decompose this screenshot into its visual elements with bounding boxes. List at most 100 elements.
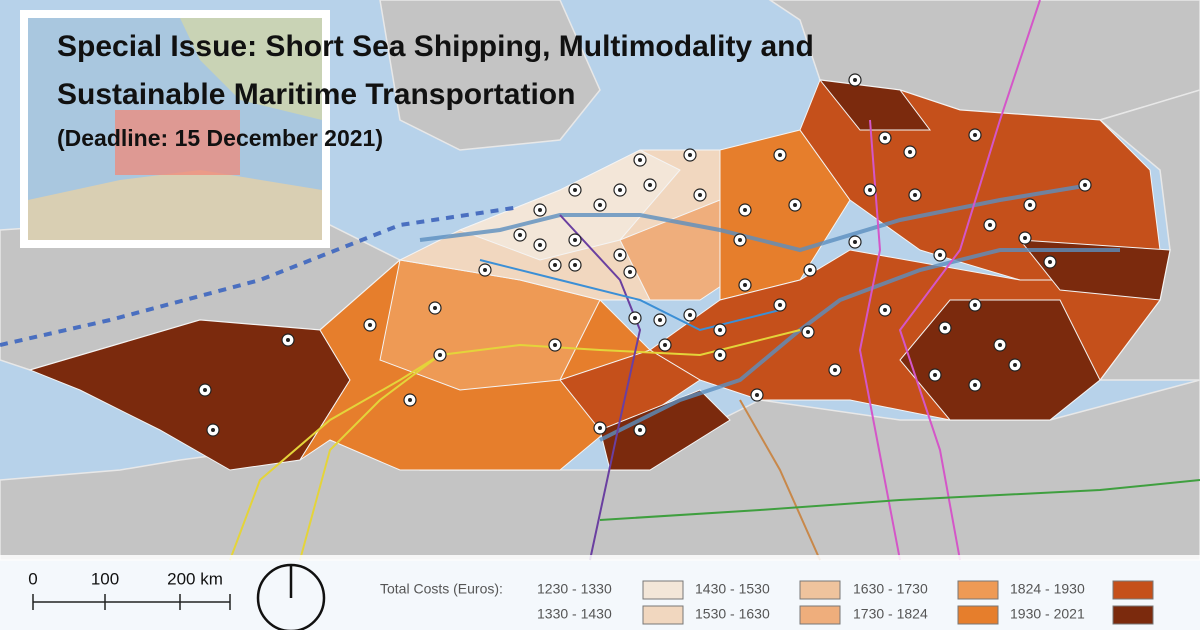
city-marker-dot <box>518 233 522 237</box>
city-marker-dot <box>433 306 437 310</box>
city-marker-dot <box>483 268 487 272</box>
city-marker-dot <box>598 203 602 207</box>
city-marker-dot <box>618 188 622 192</box>
legend-swatch <box>1112 580 1154 600</box>
city-marker-dot <box>638 428 642 432</box>
legend-label: 1430 - 1530 <box>695 581 770 597</box>
north-arrow <box>256 563 326 630</box>
scale-label: 200 km <box>167 569 223 588</box>
city-marker-dot <box>438 353 442 357</box>
scale-bar <box>32 594 231 610</box>
legend-label: 1824 - 1930 <box>1010 581 1085 597</box>
legend-swatch <box>799 605 841 625</box>
city-marker-dot <box>1048 260 1052 264</box>
legend-swatch <box>1112 605 1154 625</box>
city-marker-dot <box>778 153 782 157</box>
legend-label: 1230 - 1330 <box>537 581 612 597</box>
city-marker-dot <box>988 223 992 227</box>
legend: 1230 - 1330 1330 - 1430 1430 - 1530 1530 - … <box>537 580 1154 625</box>
city-marker-dot <box>1083 183 1087 187</box>
city-marker-dot <box>553 343 557 347</box>
city-marker-dot <box>718 353 722 357</box>
city-marker-dot <box>573 263 577 267</box>
city-marker-dot <box>688 313 692 317</box>
legend-swatch <box>957 605 999 625</box>
city-marker-dot <box>1028 203 1032 207</box>
city-marker-dot <box>998 343 1002 347</box>
city-marker-dot <box>943 326 947 330</box>
city-marker-dot <box>598 426 602 430</box>
city-marker-dot <box>808 268 812 272</box>
city-marker-dot <box>368 323 372 327</box>
city-marker-dot <box>973 303 977 307</box>
city-marker-dot <box>211 428 215 432</box>
inset-land <box>28 170 322 240</box>
deadline: (Deadline: 15 December 2021) <box>57 125 383 151</box>
legend-swatch <box>799 580 841 600</box>
city-marker-dot <box>618 253 622 257</box>
city-marker-dot <box>743 208 747 212</box>
city-marker-dot <box>853 78 857 82</box>
city-marker-dot <box>638 158 642 162</box>
city-marker-dot <box>633 316 637 320</box>
city-marker-dot <box>938 253 942 257</box>
legend-swatch <box>642 580 684 600</box>
legend-label: 1330 - 1430 <box>537 606 612 622</box>
city-marker-dot <box>793 203 797 207</box>
legend-label: 1930 - 2021 <box>1010 606 1085 622</box>
city-marker-dot <box>648 183 652 187</box>
city-marker-dot <box>853 240 857 244</box>
city-marker-dot <box>658 318 662 322</box>
city-marker-dot <box>973 383 977 387</box>
city-marker-dot <box>908 150 912 154</box>
city-marker-dot <box>883 308 887 312</box>
region <box>1018 239 1171 301</box>
city-marker-dot <box>628 270 632 274</box>
scale-label: 100 <box>91 569 119 588</box>
city-marker-dot <box>738 238 742 242</box>
region <box>818 79 931 131</box>
legend-label: 1530 - 1630 <box>695 606 770 622</box>
city-marker-dot <box>833 368 837 372</box>
region <box>599 389 731 471</box>
city-marker-dot <box>688 153 692 157</box>
legend-label: 1630 - 1730 <box>853 581 928 597</box>
city-marker-dot <box>573 188 577 192</box>
city-marker-dot <box>286 338 290 342</box>
legend-swatch <box>957 580 999 600</box>
city-marker-dot <box>553 263 557 267</box>
inset-land <box>180 18 322 120</box>
city-marker-dot <box>718 328 722 332</box>
title: Sustainable Maritime Transportation <box>57 78 575 111</box>
city-marker-dot <box>743 283 747 287</box>
title: Special Issue: Short Sea Shipping, Multi… <box>57 30 814 63</box>
city-marker-dot <box>868 188 872 192</box>
city-marker-dot <box>755 393 759 397</box>
city-marker-dot <box>573 238 577 242</box>
city-marker-dot <box>883 136 887 140</box>
city-marker-dot <box>1023 236 1027 240</box>
city-marker-dot <box>778 303 782 307</box>
city-marker-dot <box>933 373 937 377</box>
city-markers <box>198 73 1092 437</box>
cost-regions <box>28 79 1171 471</box>
city-marker-dot <box>663 343 667 347</box>
city-marker-dot <box>973 133 977 137</box>
land <box>0 0 1200 561</box>
city-marker-dot <box>913 193 917 197</box>
city-marker-dot <box>698 193 702 197</box>
city-marker-dot <box>538 208 542 212</box>
city-marker-dot <box>408 398 412 402</box>
legend-title: Total Costs (Euros): <box>380 581 503 597</box>
city-marker-dot <box>203 388 207 392</box>
city-marker-dot <box>1013 363 1017 367</box>
legend-panel <box>0 555 1200 630</box>
legend-swatch <box>642 605 684 625</box>
legend-label: 1730 - 1824 <box>853 606 928 622</box>
inset-highlight <box>115 110 240 175</box>
scale-label: 0 <box>28 569 37 588</box>
routes <box>0 0 1200 561</box>
city-marker-dot <box>538 243 542 247</box>
city-marker-dot <box>806 330 810 334</box>
